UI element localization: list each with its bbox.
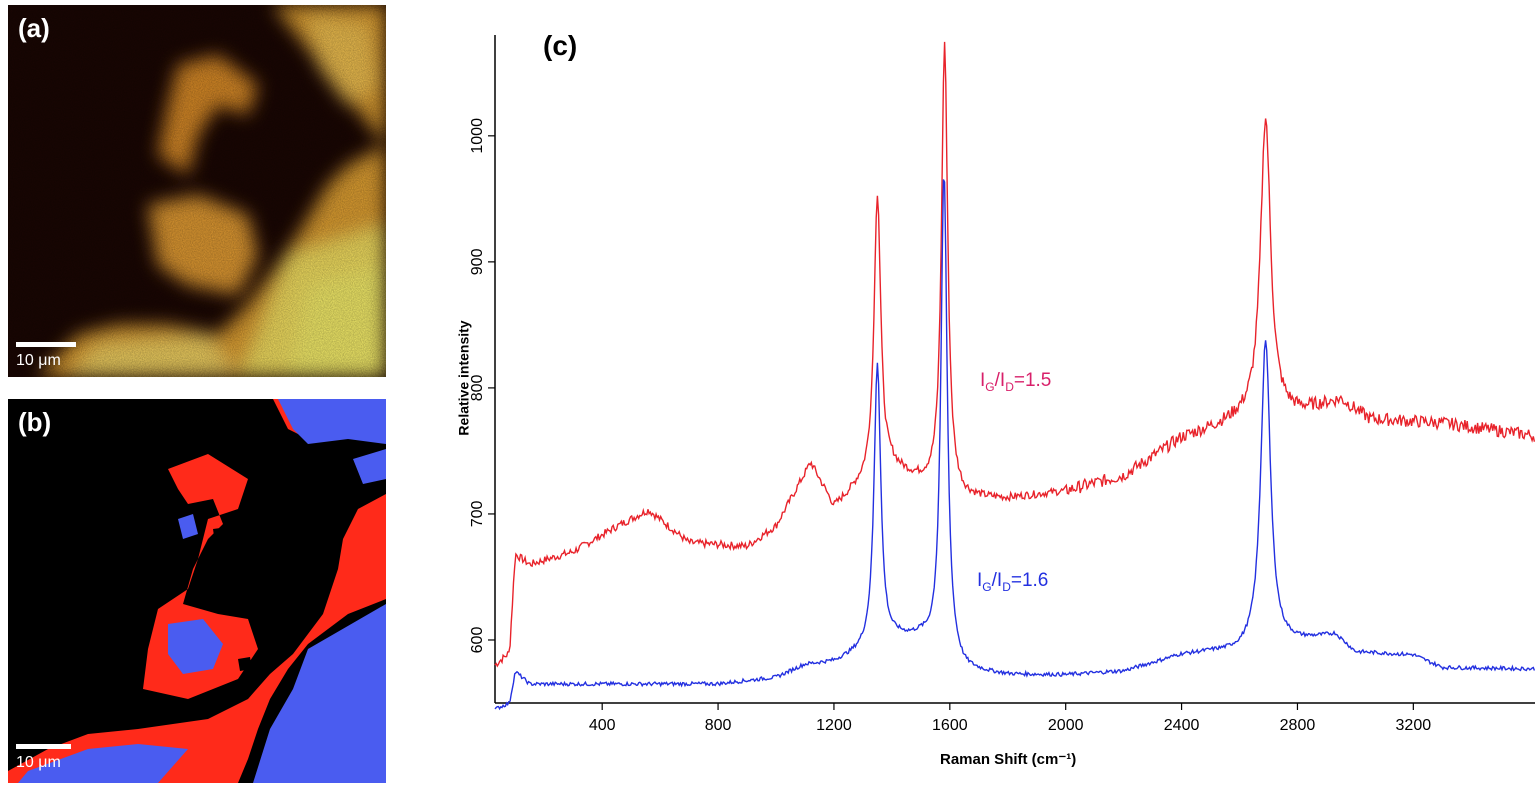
panel-label-c: (c) [543,30,578,61]
ratio-annotation-red: IG/ID=1.5 [980,370,1052,394]
panel-label-a: (a) [18,13,50,43]
map-panel-a: (a) 10 μm [8,5,386,377]
y-axis-title: Relative intensity [455,320,472,436]
classification-map-image [8,399,386,783]
ratio-annotation-blue: IG/ID=1.6 [977,570,1049,594]
y-tick-label: 800 [469,374,486,401]
chart-axes: 400 800 1200 1600 2000 2400 2800 3200 600 700 800 9… [469,35,1535,734]
x-tick-label: 3200 [1396,717,1432,734]
x-tick-label: 800 [705,717,732,734]
scale-bar-label: 10 μm [16,754,61,771]
y-tick-label: 1000 [469,118,486,154]
x-tick-label: 400 [589,717,616,734]
map-panel-b: (b) 10 μm [8,399,386,783]
x-tick-label: 2800 [1280,717,1316,734]
panel-label-b: (b) [18,407,52,437]
chart-canvas: 400 800 1200 1600 2000 2400 2800 3200 600 700 800 9… [469,35,1536,734]
raman-spectra-chart: 400 800 1200 1600 2000 2400 2800 3200 600 700 800 9… [400,0,1540,786]
scale-bar-label: 10 μm [16,352,61,369]
y-tick-label: 900 [469,248,486,275]
scale-bar [16,744,71,749]
scale-bar [16,342,76,347]
y-tick-label: 700 [469,500,486,527]
x-tick-label: 1600 [932,717,968,734]
x-tick-label: 2000 [1048,717,1084,734]
x-tick-label: 1200 [816,717,852,734]
x-axis-title: Raman Shift (cm⁻¹) [940,751,1077,768]
chart-series-group [494,41,1536,711]
intensity-map-image [8,5,386,377]
x-tick-label: 2400 [1164,717,1200,734]
series-line-blue [494,179,1536,711]
series-line-red [494,41,1536,668]
y-tick-label: 600 [469,627,486,654]
